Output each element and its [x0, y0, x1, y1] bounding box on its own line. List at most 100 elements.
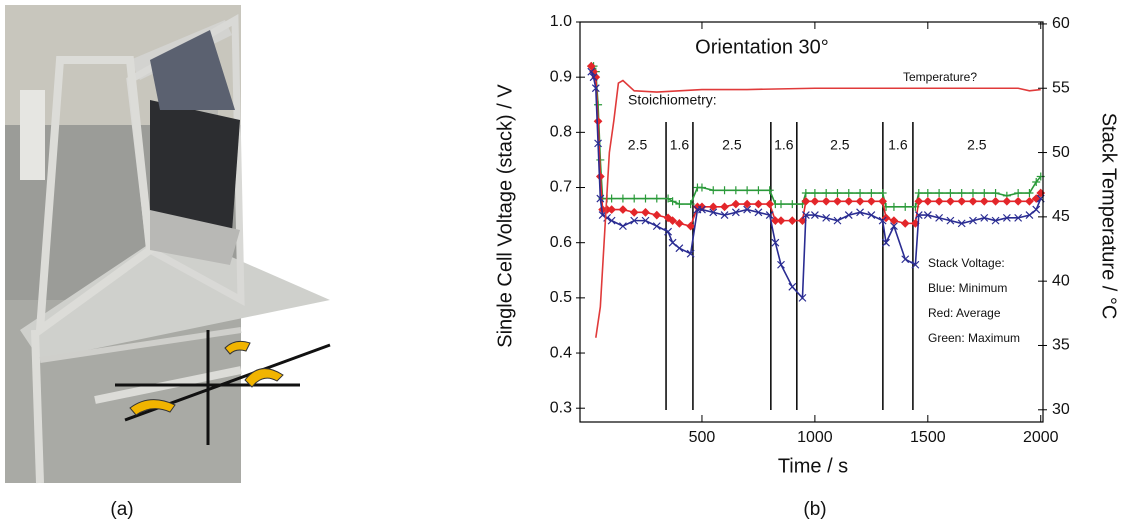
series-marker [607, 205, 616, 214]
series-marker [652, 210, 662, 220]
series-marker [777, 200, 786, 209]
series-marker [833, 216, 842, 225]
series-marker [810, 196, 820, 206]
series-marker [934, 196, 944, 206]
series-marker [618, 194, 627, 203]
series-marker [867, 196, 876, 206]
series-marker [686, 200, 695, 209]
series-marker [878, 216, 887, 225]
series-marker [765, 199, 775, 209]
series-marker [686, 221, 696, 231]
stoichiometry-title: Stoichiometry: [628, 92, 717, 108]
series-marker [935, 189, 944, 198]
series-marker [754, 199, 763, 209]
y2-axis-label: Stack Temperature / °C [1098, 113, 1120, 320]
photo [5, 5, 331, 484]
series-marker [1014, 189, 1023, 198]
series-marker [698, 205, 706, 214]
series-marker [731, 199, 741, 209]
y-axis-label: Single Cell Voltage (stack) / V [494, 84, 516, 348]
stoichiometry-label: 2.5 [628, 137, 648, 153]
plot: 500 1000 1500 2000 0.3 0.4 0.5 0.6 0.7 0.8 0.9 1.0 3… [550, 13, 1070, 446]
series-marker [771, 216, 780, 225]
series-marker [630, 216, 639, 225]
series-marker [731, 186, 740, 195]
stoichiometry-label: 1.6 [888, 137, 908, 153]
series-marker [946, 196, 955, 206]
series-marker [901, 202, 910, 211]
series-line [595, 79, 1041, 338]
series-marker [833, 189, 842, 198]
series-marker [878, 196, 887, 206]
series-marker [914, 196, 924, 206]
series-marker [822, 189, 831, 198]
stoichiometry-label: 2.5 [967, 137, 987, 153]
series-marker [652, 222, 661, 231]
y-tick-label: 1.0 [550, 13, 572, 30]
x-tick-label: 500 [689, 429, 716, 446]
series-marker [844, 196, 854, 206]
series-marker [709, 186, 718, 195]
y2-tick-label: 45 [1052, 208, 1070, 225]
series-marker [991, 216, 1000, 225]
y2-tick-label: 40 [1052, 272, 1070, 289]
y2-tick-label: 60 [1052, 15, 1070, 32]
legend-entry: Red: Average [928, 306, 1001, 320]
series-marker [833, 196, 842, 206]
series-marker [754, 208, 763, 217]
stoichiometry-label: 2.5 [722, 137, 742, 153]
series-marker [889, 202, 898, 211]
series-marker [587, 67, 596, 76]
series-marker [882, 238, 890, 247]
y-tick-label: 0.7 [550, 179, 572, 196]
y-tick-label: 0.9 [550, 68, 572, 85]
series-marker [798, 216, 807, 225]
series-marker [900, 219, 910, 228]
series-marker [923, 196, 933, 206]
series-marker [589, 73, 598, 82]
series-marker [969, 216, 977, 225]
series-marker [856, 208, 864, 217]
series-marker [742, 199, 752, 209]
series-marker [935, 213, 944, 222]
y-tick-label: 0.5 [550, 289, 572, 306]
series-marker [641, 194, 650, 203]
x-tick-label: 2000 [1023, 429, 1059, 446]
series-marker [594, 139, 602, 148]
series-marker [765, 211, 774, 220]
series-marker [641, 216, 650, 225]
series-marker [957, 196, 967, 206]
series-marker [731, 208, 740, 217]
series-marker [844, 211, 853, 220]
series-marker [822, 213, 831, 222]
stoichiometry-label: 1.6 [774, 137, 794, 153]
series-marker [980, 213, 989, 222]
legend-entry: Blue: Minimum [928, 281, 1007, 295]
series-marker [914, 211, 923, 220]
series-marker [1025, 196, 1034, 206]
series-marker [708, 202, 718, 212]
series-marker [668, 238, 677, 247]
series-marker [771, 238, 780, 247]
y-tick-label: 0.8 [550, 124, 572, 141]
series-marker [777, 260, 785, 269]
series-marker [629, 207, 639, 217]
series-marker [591, 84, 600, 93]
series-marker [957, 219, 966, 228]
panel-label: (a) [110, 499, 133, 520]
series-marker [720, 211, 729, 220]
series-marker [798, 293, 807, 302]
series-marker [596, 194, 605, 203]
panel-label: (b) [803, 499, 826, 520]
series-marker [787, 216, 797, 225]
series-marker [743, 186, 752, 195]
series-marker [991, 196, 1000, 206]
series-marker [630, 194, 639, 203]
y-tick-label: 0.4 [550, 344, 572, 361]
series-marker [618, 222, 627, 231]
series-marker [923, 189, 932, 198]
series-marker [889, 216, 899, 225]
y-tick-label: 0.3 [550, 399, 572, 416]
series-marker [801, 211, 810, 220]
series-marker [911, 260, 920, 269]
